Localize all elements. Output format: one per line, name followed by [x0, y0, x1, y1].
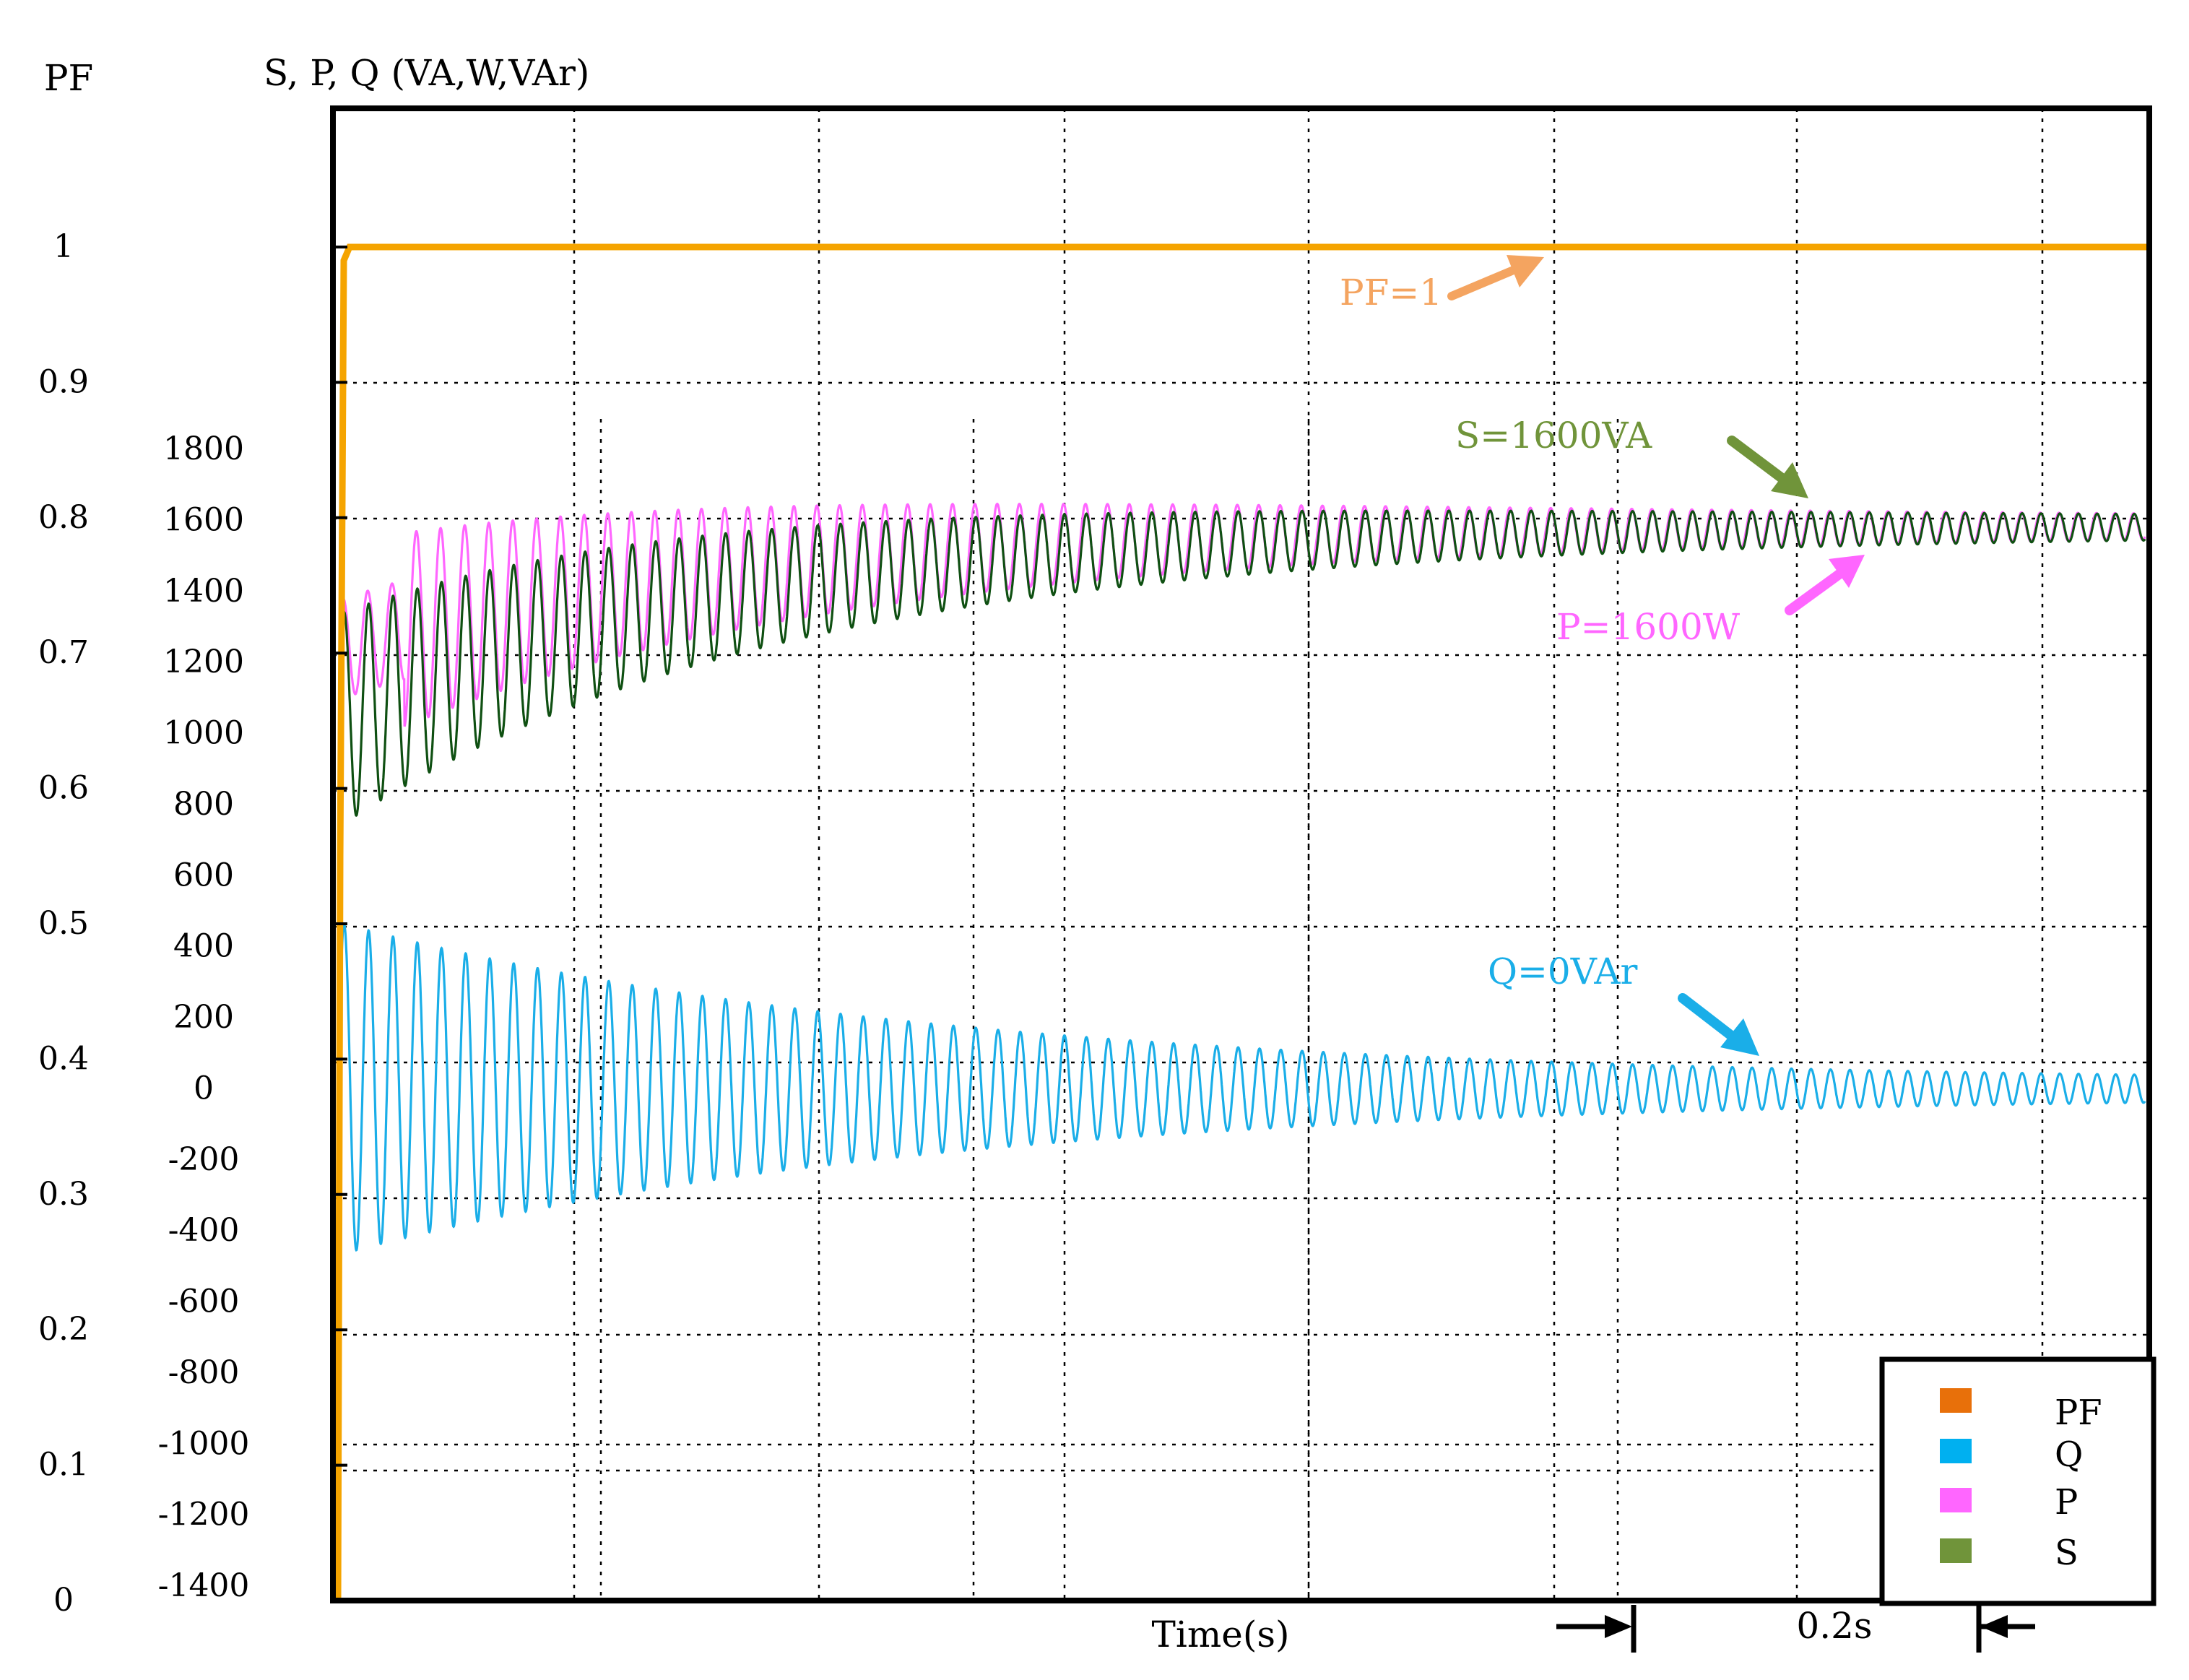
time-scale-label: 0.2s [1796, 1605, 1872, 1647]
series-s-line [337, 509, 2146, 1592]
right-axis-tick-label: 400 [173, 928, 234, 965]
right-axis-title: S, P, Q (VA,W,VAr) [264, 52, 589, 94]
x-axis-title: Time(s) [1151, 1614, 1289, 1655]
right-axis-tick-label: -1200 [158, 1497, 250, 1533]
right-axis-tick-label: 1000 [163, 715, 244, 752]
annotation-s: S=1600VA [1455, 415, 1808, 498]
right-axis-tick-label: 1400 [163, 573, 244, 610]
legend-box [1879, 1356, 2157, 1606]
left-axis-tick-label: 0.7 [38, 634, 89, 671]
right-axis-tick-label: -600 [168, 1283, 240, 1320]
annotation-p: P=1600W [1556, 555, 1865, 648]
left-axis-tick-label: 0.6 [38, 770, 89, 807]
left-axis-tick-label: 0 [53, 1582, 74, 1619]
left-axis-tick-label: 1 [53, 228, 74, 265]
legend-swatch-q [1940, 1439, 1972, 1463]
plot-frame [330, 105, 2152, 1603]
legend-swatch-pf [1940, 1388, 1972, 1413]
right-axis-tick-label: 1800 [163, 430, 244, 467]
series-q-line [337, 922, 2146, 1252]
series-pf-line [334, 243, 2149, 1601]
legend-label-p: P [2055, 1482, 2078, 1523]
series-layer [334, 243, 2149, 1601]
left-axis-tick-label: 0.5 [38, 905, 89, 942]
legend-swatch-p [1940, 1488, 1972, 1512]
legend: PF Q P S [1879, 1356, 2157, 1606]
right-axis-tick-label: 200 [173, 999, 234, 1036]
right-axis-tick-label: 1200 [163, 644, 244, 680]
left-axis-tick-label: 0.3 [38, 1176, 89, 1213]
annotation-q: Q=0VAr [1488, 951, 1759, 1056]
right-axis-tick-label: 600 [173, 857, 234, 893]
right-axis-tick-label: 800 [173, 786, 234, 823]
left-axis-tick-label: 0.9 [38, 363, 89, 400]
right-axis-tick-label: -800 [168, 1354, 240, 1391]
left-axis-tick-label: 0.4 [38, 1040, 89, 1077]
left-axis-tick-label: 0.1 [38, 1447, 89, 1484]
right-axis-tick-label: -1000 [158, 1425, 250, 1462]
annotation-pf-label: PF=1 [1340, 272, 1442, 313]
legend-label-pf: PF [2055, 1393, 2102, 1433]
right-axis-tick-label: -200 [168, 1141, 240, 1178]
left-axis-title: PF [44, 57, 93, 99]
annotation-s-label: S=1600VA [1455, 415, 1652, 456]
grid-lines [333, 108, 2149, 1601]
left-axis-tick-label: 0.8 [38, 499, 89, 536]
annotation-pf: PF=1 [1340, 255, 1544, 313]
time-scale-marker [1556, 1605, 2035, 1653]
annotation-q-label: Q=0VAr [1488, 951, 1638, 992]
right-axis-tick-label: 0 [194, 1070, 214, 1107]
left-axis-tick-label: 0.2 [38, 1311, 89, 1348]
right-axis-tick-label: -1400 [158, 1567, 250, 1604]
legend-label-s: S [2055, 1533, 2079, 1573]
annotation-p-label: P=1600W [1556, 606, 1741, 648]
right-axis-tick-label: 1600 [163, 501, 244, 538]
right-axis-tick-label: -400 [168, 1212, 240, 1249]
axes: 0 0.1 0.2 0.3 0.4 0.5 0.6 0.7 0.8 0.9 1 -1400 -1200 -… [38, 228, 347, 1619]
legend-label-q: Q [2055, 1434, 2083, 1475]
legend-swatch-s [1940, 1538, 1972, 1563]
series-p-line [337, 502, 2146, 1580]
